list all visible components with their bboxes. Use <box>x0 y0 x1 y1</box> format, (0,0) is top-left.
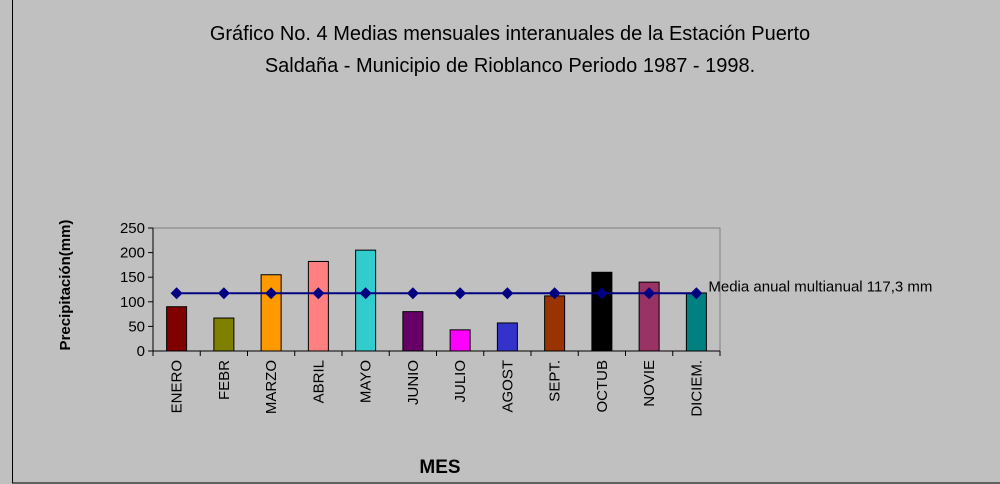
y-tick-label: 150 <box>120 269 145 286</box>
y-tick-label: 100 <box>120 294 145 311</box>
bar <box>496 322 518 352</box>
series-label: Media anual multianual 117,3 mm <box>708 278 932 295</box>
bar <box>449 329 471 352</box>
x-tick-label: NOVIE <box>641 360 658 407</box>
marker <box>690 287 703 300</box>
chart-title: Gráfico No. 4 Medias mensuales interanua… <box>210 23 810 45</box>
bar <box>402 311 424 352</box>
x-tick-label: JUNIO <box>405 360 422 405</box>
x-tick-label: DICIEM. <box>688 360 705 417</box>
y-tick-label: 0 <box>137 343 145 360</box>
x-tick-label: MAYO <box>358 360 375 403</box>
marker <box>406 287 419 300</box>
x-axis-label: MES <box>419 457 460 478</box>
y-tick-label: 250 <box>120 220 145 237</box>
x-tick-label: FEBR <box>216 360 233 400</box>
marker <box>312 287 325 300</box>
x-tick-label: JULIO <box>452 360 469 403</box>
plot-area <box>152 227 721 352</box>
x-tick-label: ENERO <box>169 360 186 413</box>
marker <box>359 287 372 300</box>
chart-border <box>12 0 1000 484</box>
chart-title: Saldaña - Municipio de Rioblanco Periodo… <box>265 55 755 77</box>
bar <box>355 249 377 352</box>
bar <box>307 260 329 352</box>
marker <box>595 287 608 300</box>
x-tick-label: MARZO <box>263 360 280 414</box>
marker <box>454 287 467 300</box>
marker <box>643 287 656 300</box>
x-tick-label: ABRIL <box>310 360 327 403</box>
marker <box>170 287 183 300</box>
marker <box>501 287 514 300</box>
bar <box>685 292 707 352</box>
bar <box>166 306 188 352</box>
x-tick-label: AGOST <box>499 360 516 413</box>
bar <box>591 271 613 352</box>
bar <box>544 295 566 352</box>
y-tick-label: 200 <box>120 245 145 262</box>
x-tick-label: SEPT. <box>547 360 564 402</box>
y-axis-label: Precipitación(mm) <box>57 220 74 351</box>
bar <box>260 274 282 352</box>
marker <box>265 287 278 300</box>
marker <box>548 287 561 300</box>
marker <box>217 287 230 300</box>
y-tick-label: 50 <box>128 318 145 335</box>
x-tick-label: OCTUB <box>594 360 611 413</box>
bar <box>638 281 660 352</box>
bar <box>213 317 235 352</box>
